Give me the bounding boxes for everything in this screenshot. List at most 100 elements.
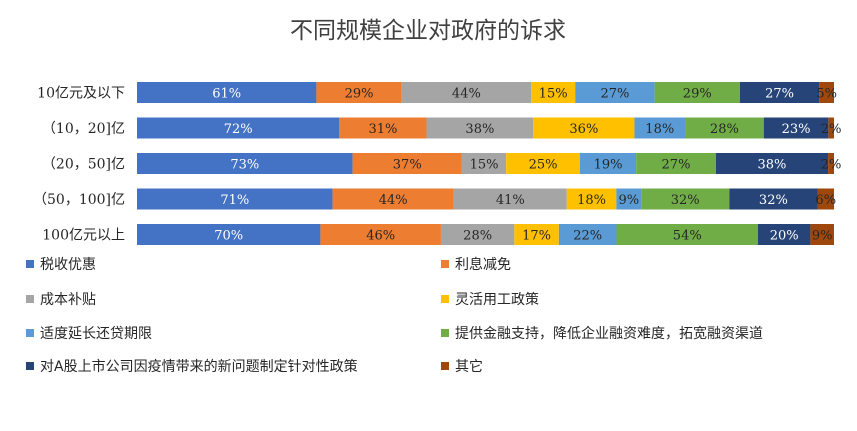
bar-segment — [137, 82, 317, 103]
bar-segment — [828, 117, 834, 139]
bar-row: 71% 44% 41% 18% 9% 32% 32% 6% — [137, 188, 836, 210]
data-label: 5% — [816, 87, 837, 102]
bar-segment — [580, 153, 637, 174]
bar-row: 73% 37% 15% 25% 19% 27% 38% 2% — [137, 153, 841, 174]
legend-swatch — [26, 362, 34, 370]
bar-segment — [514, 224, 559, 245]
category-label: （20，50]亿 — [42, 157, 125, 173]
data-label: 29% — [345, 87, 374, 102]
legend-swatch — [441, 362, 449, 370]
bar-segment — [763, 117, 829, 139]
data-label: 31% — [368, 122, 397, 137]
bar-segment — [819, 82, 834, 103]
bar-segment — [685, 117, 764, 139]
category-axis: 10亿元及以下 （10，20]亿 （20，50]亿 （50，100]亿 100亿元以上 — [33, 86, 125, 244]
plot-area: 61% 29% 44% 15% 27% 29% 27% 5% 72% 31% 38% 36% 18% 28… — [137, 82, 842, 245]
data-label: 46% — [366, 229, 395, 244]
legend-item: 利息减免 — [441, 256, 511, 273]
data-label: 61% — [212, 87, 241, 102]
data-label: 23% — [782, 122, 811, 137]
data-label: 41% — [496, 193, 525, 208]
data-label: 27% — [765, 87, 794, 102]
data-label: 20% — [770, 229, 799, 244]
legend-swatch — [441, 329, 449, 337]
data-label: 36% — [569, 122, 598, 137]
bar-segment — [810, 224, 834, 245]
bar-segment — [575, 82, 655, 103]
data-label: 22% — [573, 229, 602, 244]
data-label: 38% — [465, 122, 494, 137]
data-label: 25% — [529, 158, 558, 173]
chart-title: 不同规模企业对政府的诉求 — [290, 18, 566, 44]
bar-segment — [531, 82, 576, 103]
bar-segment — [426, 117, 534, 139]
data-label: 19% — [594, 158, 623, 173]
data-label: 38% — [758, 158, 787, 173]
legend-label: 灵活用工政策 — [455, 291, 539, 308]
bar-segment — [654, 82, 740, 103]
legend-swatch — [26, 260, 34, 268]
data-label: 9% — [812, 229, 833, 244]
data-label: 44% — [379, 193, 408, 208]
bar-segment — [339, 117, 427, 139]
legend-item: 提供金融支持，降低企业融资难度，拓宽融资渠道 — [441, 325, 763, 342]
data-label: 2% — [821, 122, 842, 137]
data-label: 73% — [230, 158, 259, 173]
legend-item: 税收优惠 — [26, 257, 96, 273]
data-label: 32% — [671, 193, 700, 208]
bar-segment — [636, 153, 716, 174]
bar-segment — [739, 82, 820, 103]
bar-segment — [506, 153, 580, 174]
legend-item: 成本补贴 — [26, 292, 96, 308]
legend-label: 税收优惠 — [40, 257, 96, 273]
bar-segment — [558, 224, 617, 245]
legend-label: 利息减免 — [455, 256, 511, 273]
bar-segment — [461, 153, 507, 174]
data-label: 37% — [393, 158, 422, 173]
bar-segment — [616, 224, 759, 245]
category-label: 10亿元及以下 — [37, 86, 125, 102]
data-label: 70% — [214, 229, 243, 244]
bar-row: 61% 29% 44% 15% 27% 29% 27% 5% — [137, 82, 837, 103]
data-label: 17% — [522, 229, 551, 244]
data-label: 15% — [470, 158, 499, 173]
bar-segment — [641, 188, 730, 210]
legend-item: 对A股上市公司因疫情带来的新问题制定针对性政策 — [26, 358, 358, 375]
legend-item: 其它 — [441, 358, 483, 375]
bar-segment — [320, 224, 441, 245]
data-label: 9% — [618, 193, 639, 208]
bar-segment — [828, 153, 834, 174]
bar-segment — [634, 117, 686, 139]
bar-segment — [316, 82, 402, 103]
data-label: 28% — [710, 122, 739, 137]
category-label: （50，100]亿 — [33, 192, 125, 208]
legend-label: 对A股上市公司因疫情带来的新问题制定针对性政策 — [40, 358, 358, 375]
bar-segment — [715, 153, 829, 174]
data-label: 6% — [815, 193, 836, 208]
legend-label: 成本补贴 — [40, 292, 96, 308]
category-label: （10，20]亿 — [42, 121, 125, 137]
bar-segment — [729, 188, 818, 210]
data-label: 18% — [645, 122, 674, 137]
bar-segment — [566, 188, 617, 210]
bar-segment — [137, 188, 333, 210]
data-label: 27% — [600, 87, 629, 102]
bar-segment — [352, 153, 462, 174]
data-label: 32% — [759, 193, 788, 208]
bar-segment — [332, 188, 454, 210]
category-label: 100亿元以上 — [42, 228, 125, 244]
legend-swatch — [26, 295, 34, 303]
bar-segment — [616, 188, 642, 210]
legend-item: 适度延长还贷期限 — [26, 326, 152, 342]
bar-segment — [137, 224, 321, 245]
bar-segment — [137, 117, 340, 139]
data-label: 18% — [577, 193, 606, 208]
data-label: 54% — [673, 229, 702, 244]
bar-row: 72% 31% 38% 36% 18% 28% 23% 2% — [137, 117, 842, 139]
data-label: 72% — [224, 122, 253, 137]
bar-segment — [440, 224, 515, 245]
legend-label: 适度延长还贷期限 — [40, 326, 152, 342]
bar-segment — [817, 188, 834, 210]
